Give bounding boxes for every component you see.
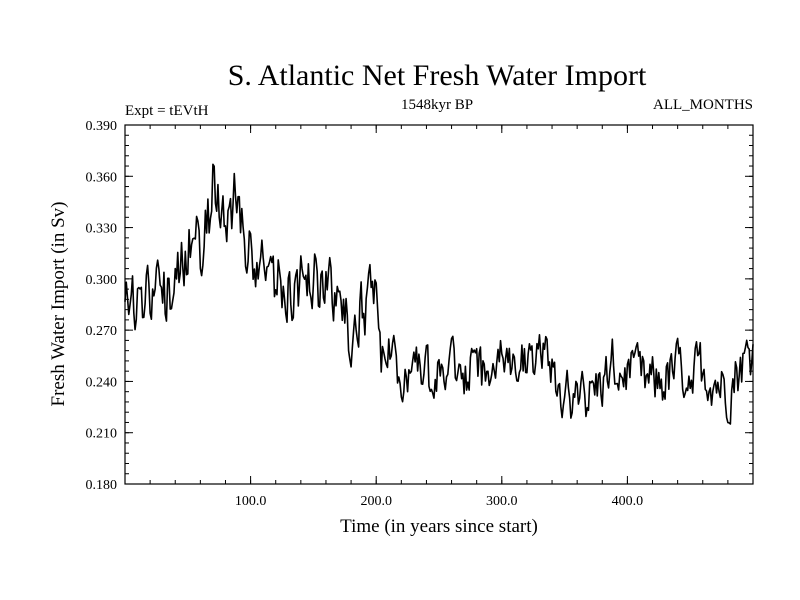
y-tick-label: 0.330 bbox=[86, 222, 118, 237]
chart-subtitle-left: Expt = tEVtH bbox=[125, 103, 209, 119]
x-tick-label: 400.0 bbox=[612, 494, 644, 509]
y-tick-label: 0.180 bbox=[86, 478, 118, 493]
chart-title: S. Atlantic Net Fresh Water Import bbox=[228, 59, 647, 92]
y-tick-label: 0.270 bbox=[86, 324, 118, 339]
x-tick-label: 100.0 bbox=[235, 494, 267, 509]
series-line bbox=[124, 163, 754, 425]
y-tick-labels: 0.180 0.210 0.240 0.270 0.300 0.330 0.360 0.390 bbox=[86, 119, 118, 493]
x-tick-label: 300.0 bbox=[486, 494, 518, 509]
y-tick-label: 0.390 bbox=[86, 119, 118, 134]
chart-subtitle-center: 1548kyr BP bbox=[401, 97, 473, 113]
y-tick-label: 0.210 bbox=[86, 427, 118, 442]
x-tick-label: 200.0 bbox=[360, 494, 392, 509]
y-axis-title: Fresh Water Import (in Sv) bbox=[48, 202, 69, 407]
y-tick-label: 0.300 bbox=[86, 273, 118, 288]
chart-subtitle-right: ALL_MONTHS bbox=[653, 97, 753, 113]
y-tick-label: 0.240 bbox=[86, 375, 118, 390]
x-tick-labels: 100.0 200.0 300.0 400.0 bbox=[235, 494, 643, 509]
plot-frame bbox=[124, 124, 754, 485]
y-tick-label: 0.360 bbox=[86, 170, 118, 185]
x-axis-title: Time (in years since start) bbox=[340, 516, 538, 537]
axis-ticks bbox=[125, 124, 753, 485]
